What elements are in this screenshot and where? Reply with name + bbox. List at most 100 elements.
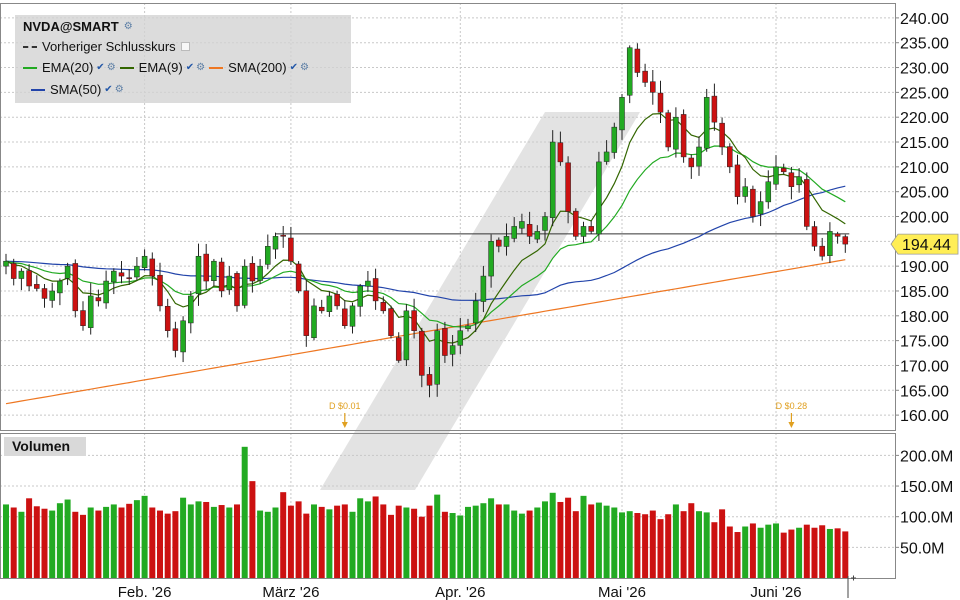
dividend-arrow — [341, 422, 348, 428]
candle-body — [334, 293, 340, 307]
volume-bar — [457, 515, 464, 578]
gear-icon[interactable]: ⚙ — [300, 62, 309, 73]
candle-body — [311, 305, 317, 339]
price-tick-label: 210.00 — [900, 160, 949, 177]
ema20-line-icon — [23, 66, 37, 69]
candle-body — [326, 295, 333, 312]
candle-body — [472, 300, 479, 324]
candle-body — [272, 236, 279, 250]
volume-bar — [649, 510, 656, 578]
time-axis: Feb. '26 März '26 Apr. '26 Mai '26 Juni '26 — [118, 584, 802, 600]
volume-bar — [33, 506, 40, 578]
volume-bar — [773, 523, 779, 578]
candle-body — [488, 241, 494, 277]
price-tick-label: 160.00 — [900, 408, 949, 425]
check-icon[interactable]: ✔ — [96, 62, 105, 73]
check-icon[interactable]: ✔ — [185, 62, 195, 73]
volume-bar — [10, 507, 17, 578]
candle-body — [834, 233, 841, 237]
candle-body — [57, 280, 63, 294]
volume-bar — [287, 505, 294, 578]
volume-bar — [210, 506, 217, 578]
volume-tick-label: 100.0M — [900, 510, 953, 527]
volume-bar — [711, 522, 718, 578]
volume-bar — [434, 494, 441, 578]
volume-bar — [603, 505, 610, 578]
candle-body — [788, 172, 795, 187]
volume-bar — [680, 511, 687, 578]
candle-body — [126, 277, 132, 279]
candle-body — [703, 97, 710, 149]
volume-bar — [164, 513, 171, 578]
candle-body — [626, 47, 633, 96]
volume-bar — [126, 503, 133, 578]
volume-bar — [495, 504, 502, 578]
price-axis: 240.00 235.00 230.00 225.00 220.00 215.00 210.… — [895, 11, 949, 425]
volume-bar — [380, 504, 387, 578]
price-tick-label: 230.00 — [900, 61, 949, 78]
volume-bar — [534, 507, 541, 578]
volume-bar — [634, 513, 641, 578]
check-icon[interactable]: ✔ — [104, 84, 113, 95]
volume-bar — [565, 497, 572, 578]
price-tick-label: 185.00 — [900, 284, 949, 301]
volume-bar — [326, 509, 333, 578]
volume-bar — [441, 511, 448, 578]
volume-bar — [703, 512, 710, 578]
volume-bar — [318, 506, 325, 578]
candle-body — [234, 273, 240, 307]
candle-body — [819, 245, 825, 257]
candle-body — [419, 330, 425, 376]
volume-bar — [803, 524, 810, 578]
candle-body — [449, 345, 456, 355]
candle-body — [773, 166, 779, 185]
volume-bar — [503, 504, 510, 578]
gear-icon[interactable]: ⚙ — [106, 62, 116, 73]
sma200-line-icon — [209, 66, 224, 69]
candle-body — [526, 224, 533, 237]
volume-bar — [334, 505, 341, 578]
volume-bar — [388, 514, 394, 578]
candle-body — [742, 186, 748, 197]
volume-bar — [187, 504, 194, 578]
price-tick-label: 205.00 — [900, 185, 949, 202]
candle-body — [95, 297, 102, 302]
price-tick-label: 220.00 — [900, 110, 949, 127]
volume-bar — [203, 501, 210, 578]
candle-body — [241, 265, 248, 306]
volume-bar — [834, 528, 841, 578]
volume-bar — [349, 511, 356, 578]
volume-bar — [311, 504, 317, 578]
candle-body — [804, 179, 810, 227]
candle-body — [519, 221, 525, 229]
grid-lines — [0, 3, 895, 578]
check-icon[interactable]: ✔ — [289, 62, 298, 73]
legend-label-sma200: SMA(200) — [228, 60, 287, 75]
volume-bar — [465, 506, 471, 578]
gear-icon[interactable]: ⚙ — [114, 84, 124, 95]
candle-body — [596, 161, 602, 235]
candle-body — [103, 280, 109, 304]
candle-body — [134, 265, 140, 278]
volume-bar — [657, 519, 664, 578]
gear-icon[interactable]: ⚙ — [196, 62, 206, 73]
volume-bar — [472, 505, 479, 578]
volume-bar — [364, 501, 371, 578]
candle-body — [549, 141, 556, 218]
volume-bar — [149, 507, 156, 578]
volume-bar — [80, 514, 86, 578]
candle-body — [349, 305, 356, 327]
volume-bar — [518, 513, 525, 578]
last-price-label: 194.44 — [902, 237, 951, 254]
volume-bar — [395, 505, 402, 578]
legend-row-sma50: SMA(50) ✔ ⚙ — [31, 82, 128, 97]
volume-bar — [842, 531, 849, 578]
settings-square-icon[interactable] — [180, 42, 190, 51]
candle-body — [650, 81, 656, 93]
volume-bar — [488, 498, 495, 578]
volume-bar — [411, 508, 418, 578]
gear-icon[interactable]: ⚙ — [123, 21, 133, 32]
candle-body — [211, 260, 217, 281]
candle-body — [87, 295, 94, 328]
candle-body — [195, 255, 202, 295]
